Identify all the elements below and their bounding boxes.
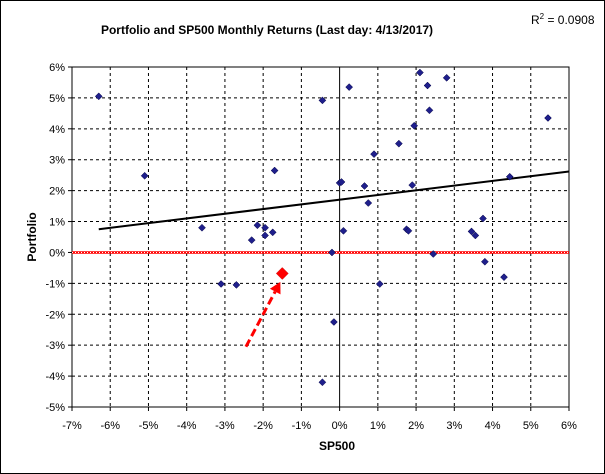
y-tick-label: -3% xyxy=(45,340,65,352)
data-point xyxy=(330,318,338,326)
arrow-annotation xyxy=(244,281,281,348)
data-point xyxy=(318,378,327,387)
r-squared-label: R2 = 0.0908 xyxy=(531,12,595,27)
data-point xyxy=(505,172,514,181)
data-point xyxy=(395,139,403,148)
highlight-marker xyxy=(275,267,289,280)
data-point xyxy=(364,199,373,207)
x-tick-label: -3% xyxy=(215,420,235,432)
data-point xyxy=(404,226,413,235)
x-tick-label: -2% xyxy=(253,420,273,432)
x-tick-label: -4% xyxy=(177,420,197,432)
x-axis-title: SP500 xyxy=(319,439,355,453)
data-point xyxy=(261,223,269,232)
data-point xyxy=(318,96,327,105)
data-point xyxy=(360,182,369,190)
data-point xyxy=(375,280,384,288)
arrow-head xyxy=(269,281,281,295)
y-tick-label: -4% xyxy=(45,371,65,383)
y-tick-label: -5% xyxy=(45,402,65,414)
highlighted-data-point xyxy=(275,267,289,280)
data-point xyxy=(140,171,149,180)
data-point xyxy=(481,257,489,266)
data-point xyxy=(337,178,346,186)
y-tick-label: 1% xyxy=(49,217,65,229)
arrow-shaft xyxy=(244,290,277,348)
data-point xyxy=(408,181,417,189)
x-tick-label: 1% xyxy=(370,420,386,432)
y-tick-label: 0% xyxy=(49,247,65,259)
data-point xyxy=(416,68,424,77)
data-point xyxy=(345,83,354,91)
data-point xyxy=(500,273,508,282)
y-tick-label: 2% xyxy=(49,186,65,198)
y-tick-labels: -5% -4% -3% -2% -1% 0% 1% 2% 3% 4% 5% 6% xyxy=(45,62,65,414)
y-tick-label: -1% xyxy=(45,278,65,290)
x-tick-label: 3% xyxy=(446,420,462,432)
regression-line xyxy=(98,170,570,231)
x-tick-label: 2% xyxy=(408,420,424,432)
x-tick-label: 6% xyxy=(561,420,577,432)
data-point xyxy=(370,150,378,159)
data-point xyxy=(471,231,480,240)
x-tick-labels: -7% -6% -5% -4% -3% -2% -1% 0% 1% 2% 3% 4% 5% 6% xyxy=(62,420,577,432)
data-points xyxy=(94,68,552,387)
data-point xyxy=(232,281,241,289)
data-point xyxy=(339,226,348,235)
data-point xyxy=(442,73,451,82)
data-point xyxy=(467,227,476,236)
grid-lines xyxy=(68,66,570,411)
y-tick-label: 5% xyxy=(49,93,65,105)
data-point xyxy=(423,81,432,90)
x-tick-label: -7% xyxy=(62,420,82,432)
x-tick-label: 5% xyxy=(523,420,539,432)
data-point xyxy=(247,236,256,244)
data-point xyxy=(429,250,438,258)
data-point xyxy=(94,92,103,101)
data-point xyxy=(270,166,279,175)
x-tick-label: -5% xyxy=(139,420,159,432)
data-point xyxy=(198,223,206,232)
data-point xyxy=(425,106,434,115)
data-point xyxy=(328,248,336,257)
data-point xyxy=(479,214,487,223)
y-tick-label: 4% xyxy=(49,124,65,136)
data-point xyxy=(410,121,419,130)
x-tick-label: 4% xyxy=(485,420,501,432)
trendline xyxy=(98,170,570,231)
y-axis-title: Portfolio xyxy=(25,212,39,261)
x-tick-label: 0% xyxy=(332,420,348,432)
data-point xyxy=(544,114,552,122)
plot-area-border xyxy=(71,66,570,408)
data-point xyxy=(253,221,262,230)
x-tick-label: -6% xyxy=(100,420,120,432)
data-point xyxy=(268,228,277,237)
x-tick-label: -1% xyxy=(292,420,312,432)
data-point xyxy=(217,280,225,288)
y-tick-label: 6% xyxy=(49,62,65,74)
data-point xyxy=(261,231,269,240)
y-tick-label: -2% xyxy=(45,309,65,321)
y-tick-label: 3% xyxy=(49,155,65,167)
chart-title: Portfolio and SP500 Monthly Returns (Las… xyxy=(101,23,433,37)
